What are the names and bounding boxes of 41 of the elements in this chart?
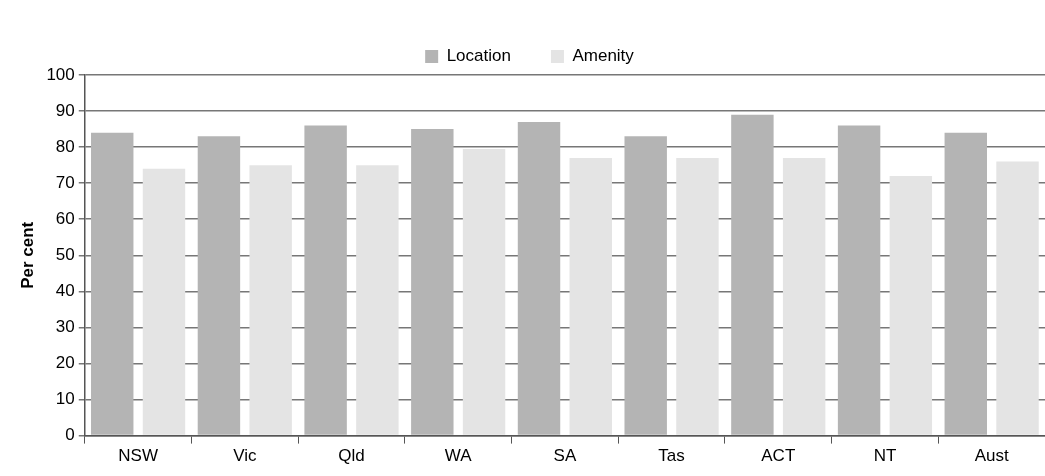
x-tick-label: SA [553,446,577,466]
y-tick-label: 10 [55,389,75,409]
bar [996,161,1039,435]
bar [462,148,506,435]
x-tick-label: NSW [118,446,158,466]
y-tick-label: 100 [46,64,75,84]
bar [304,125,347,435]
x-tick-label: Tas [658,446,685,466]
x-tick-label: ACT [761,446,796,466]
y-tick-label: 70 [55,172,75,192]
bar [676,157,719,435]
x-tick-label: Aust [974,446,1009,466]
bar [569,157,612,435]
bar [889,175,933,435]
y-tick-label: 20 [55,353,75,373]
y-tick-label: 90 [55,100,75,120]
bar [782,157,826,435]
x-tick-label: WA [444,446,473,466]
legend-label: Location [446,46,511,66]
bar [944,132,987,435]
y-tick-label: 60 [55,208,75,228]
y-axis-title: Per cent [17,221,37,289]
bar [249,165,292,435]
bar [837,125,881,435]
y-tick-label: 40 [55,281,75,301]
x-tick-label: NT [873,446,897,466]
bar [356,165,399,435]
x-tick-label: Qld [338,446,365,466]
y-tick-label: 30 [55,317,75,337]
bar [731,114,774,435]
bar [197,136,241,435]
bar [142,168,186,435]
bar [91,132,134,435]
x-tick-label: Vic [233,446,257,466]
bar [411,129,454,435]
bar [624,136,667,435]
y-tick-label: 0 [65,425,75,445]
y-tick-label: 50 [55,244,75,264]
bar [517,121,561,435]
y-tick-label: 80 [55,136,75,156]
legend-label: Amenity [572,46,635,66]
